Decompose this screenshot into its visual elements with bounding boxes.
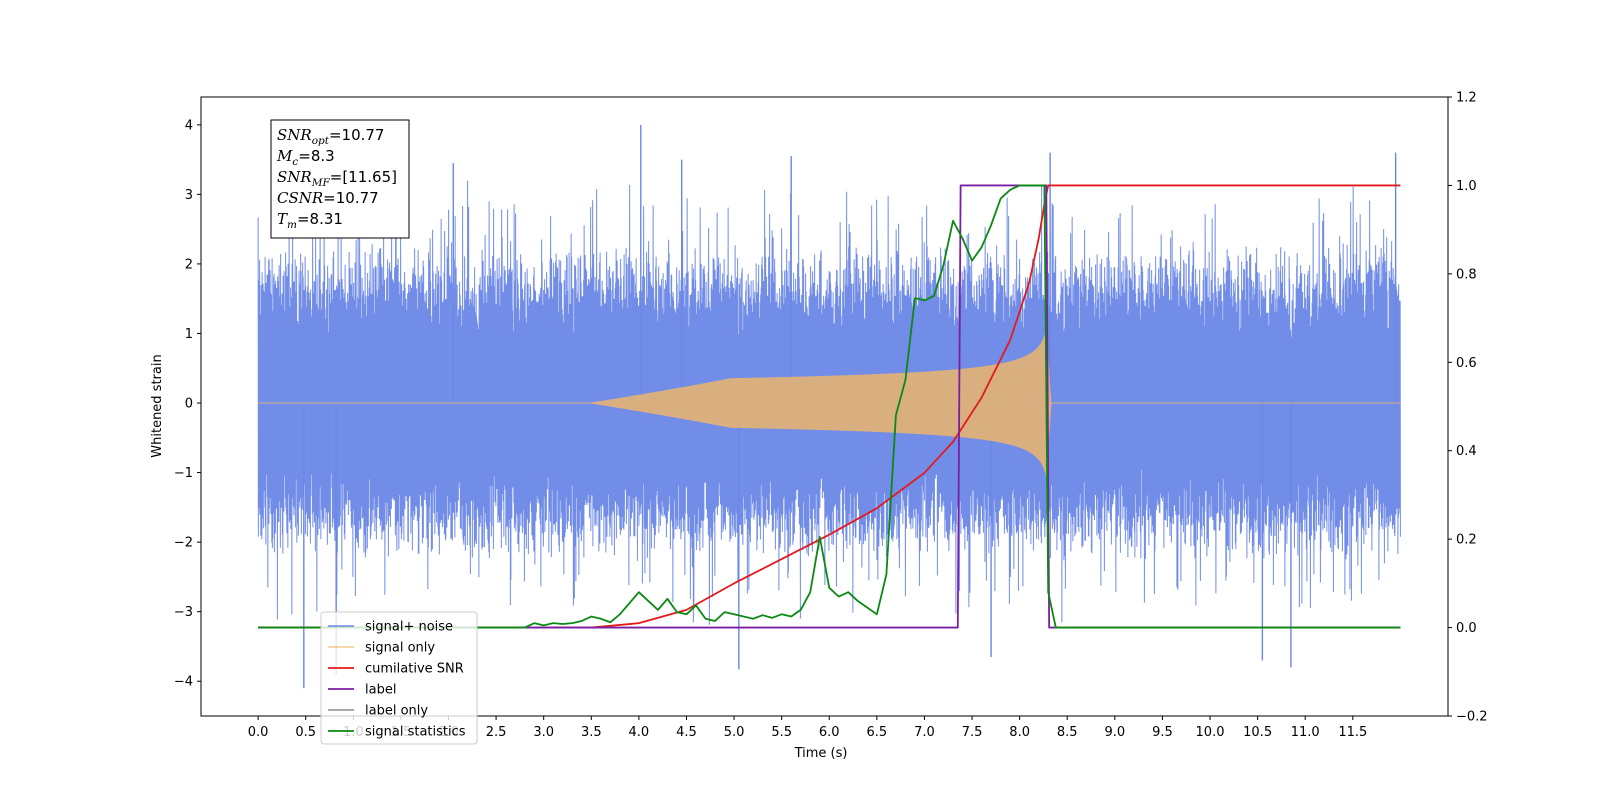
- x-tick-label: 9.0: [1104, 725, 1125, 740]
- annotation-subscript: m: [287, 219, 297, 231]
- x-tick-label: 7.5: [962, 725, 983, 740]
- y2-tick-label: 0.4: [1456, 444, 1477, 459]
- annotation-symbol: M: [276, 147, 293, 165]
- annotation-value: =8.3: [298, 147, 334, 165]
- x-tick-label: 7.0: [914, 725, 935, 740]
- annotation-symbol: T: [277, 210, 288, 228]
- y-tick-label: 0: [185, 397, 193, 412]
- y2-tick-label: 1.0: [1456, 179, 1477, 194]
- annotation-line: SNRopt=10.77: [277, 126, 384, 147]
- annotation-frame: [270, 119, 410, 239]
- x-tick-label: 11.5: [1338, 725, 1367, 740]
- x-tick-label: 11.0: [1291, 725, 1320, 740]
- y-axis-ticks: 4 3 2 1 0 −1 −2 −3 −4: [174, 118, 201, 690]
- x-tick-label: 4.5: [676, 725, 697, 740]
- legend-entry-label: signal only: [365, 641, 435, 656]
- y2-tick-label: 0.8: [1456, 267, 1477, 282]
- x-tick-label: 8.0: [1009, 725, 1030, 740]
- legend-entry-label: cumilative SNR: [365, 662, 464, 677]
- y2-tick-label: 0.0: [1456, 621, 1477, 636]
- y-tick-label: −4: [174, 675, 193, 690]
- y2-tick-label: 0.2: [1456, 533, 1477, 548]
- legend-entry-label: signal+ noise: [365, 620, 453, 635]
- x-tick-label: 8.5: [1057, 725, 1078, 740]
- annotation-line: Mc=8.3: [276, 147, 335, 168]
- series-signal-only: [258, 330, 1401, 476]
- y-tick-label: 1: [185, 327, 193, 342]
- plot-frame: [200, 96, 1449, 717]
- legend-entry-label: signal statistics: [365, 725, 466, 740]
- y2-tick-label: 0.6: [1456, 356, 1477, 371]
- x-tick-label: 9.5: [1152, 725, 1173, 740]
- legend-frame: [320, 611, 478, 745]
- annotation-symbol: CSNR: [277, 189, 323, 207]
- y-tick-label: −1: [174, 466, 193, 481]
- annotation-value: =10.77: [329, 126, 385, 144]
- x-tick-label: 5.5: [771, 725, 792, 740]
- x-tick-label: 4.0: [629, 725, 650, 740]
- legend-entry-label: label only: [365, 704, 428, 719]
- x-tick-label: 10.0: [1196, 725, 1225, 740]
- series-cumilative-snr: [258, 184, 1401, 629]
- y-tick-label: 4: [185, 118, 193, 133]
- annotation-symbol: SNR: [277, 126, 312, 144]
- x-tick-label: 6.0: [819, 725, 840, 740]
- y-axis-title: Whitened strain: [150, 354, 165, 457]
- annotation-value: =[11.65]: [330, 168, 397, 186]
- annotation-subscript: MF: [311, 177, 331, 189]
- annotation-value: =8.31: [297, 210, 343, 228]
- x-axis-title: Time (s): [794, 746, 848, 761]
- stats-annotation-box: SNRopt=10.77Mc=8.3SNRMF=[11.65]CSNR=10.7…: [270, 119, 410, 239]
- x-tick-label: 5.0: [724, 725, 745, 740]
- x-tick-label: 0.0: [248, 725, 269, 740]
- y-tick-label: 3: [185, 188, 193, 203]
- y-tick-label: 2: [185, 257, 193, 272]
- legend: signal+ noise signal only cumilative SNR la…: [320, 611, 478, 745]
- legend-entry-label: label: [365, 683, 396, 698]
- x-tick-label: 3.0: [533, 725, 554, 740]
- y2-tick-label: 1.2: [1456, 91, 1477, 106]
- annotation-symbol: SNR: [277, 168, 312, 186]
- y2-axis-ticks: 1.2 1.0 0.8 0.6 0.4 0.2 0.0 −0.2: [1448, 91, 1488, 725]
- x-tick-label: 6.5: [867, 725, 888, 740]
- y-tick-label: −3: [174, 605, 193, 620]
- x-tick-label: 3.5: [581, 725, 602, 740]
- annotation-line: SNRMF=[11.65]: [277, 168, 397, 189]
- series-layer: [257, 124, 1401, 689]
- x-tick-label: 0.5: [295, 725, 316, 740]
- annotation-line: Tm=8.31: [277, 210, 343, 231]
- annotation-line: CSNR=10.77: [277, 189, 379, 207]
- x-tick-label: 2.5: [486, 725, 507, 740]
- x-tick-label: 10.5: [1243, 725, 1272, 740]
- y2-tick-label: −0.2: [1456, 710, 1488, 725]
- series-signal-statistics: [258, 184, 1401, 629]
- annotation-subscript: c: [292, 156, 298, 168]
- annotation-subscript: opt: [312, 135, 330, 147]
- y-tick-label: −2: [174, 536, 193, 551]
- annotation-value: =10.77: [323, 189, 379, 207]
